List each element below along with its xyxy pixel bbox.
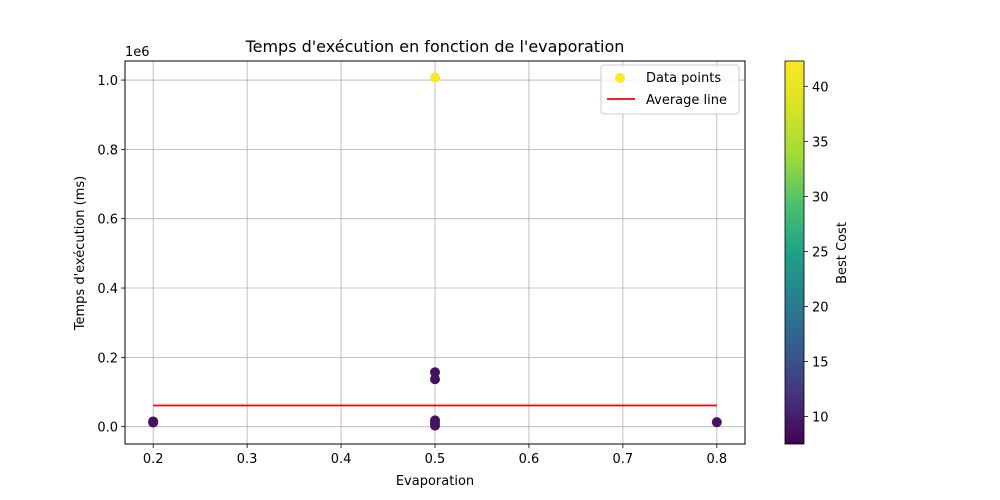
colorbar-tick-label: 10 — [812, 410, 829, 425]
x-tick-label: 0.3 — [237, 452, 258, 467]
x-tick-label: 0.5 — [425, 452, 446, 467]
chart-title: Temps d'exécution en fonction de l'evapo… — [245, 37, 625, 56]
legend: Data points Average line — [600, 64, 740, 115]
data-point — [148, 417, 159, 428]
colorbar-tick-label: 30 — [812, 190, 829, 205]
colorbar-ticks: 10 15 20 25 30 35 40 — [804, 80, 829, 425]
y-tick-label: 0.6 — [97, 213, 118, 228]
data-point — [430, 72, 440, 83]
colorbar-tick-label: 25 — [812, 245, 829, 260]
colorbar-tick-label: 15 — [812, 355, 829, 370]
points-layer — [148, 72, 722, 431]
y-ticks: 0.0 0.2 0.4 0.6 0.8 1.0 — [97, 74, 125, 436]
y-tick-label: 0.2 — [97, 351, 118, 366]
legend-label-data-points: Data points — [646, 71, 721, 86]
y-tick-label: 0.8 — [97, 143, 118, 158]
colorbar-tick-label: 40 — [812, 80, 829, 95]
legend-box — [600, 64, 740, 115]
colorbar-label: Best Cost — [835, 222, 850, 284]
y-offset-label: 1e6 — [125, 45, 150, 60]
grid — [125, 61, 745, 444]
x-tick-label: 0.2 — [143, 452, 164, 467]
y-axis-label: Temps d'exécution (ms) — [73, 176, 88, 331]
x-tick-label: 0.7 — [613, 452, 634, 467]
legend-marker — [615, 73, 625, 83]
x-ticks: 0.2 0.3 0.4 0.5 0.6 0.7 0.8 — [143, 444, 727, 467]
data-point — [430, 367, 440, 378]
x-tick-label: 0.6 — [519, 452, 540, 467]
colorbar — [784, 60, 805, 445]
legend-label-average-line: Average line — [646, 93, 727, 108]
y-tick-label: 0.0 — [97, 421, 118, 436]
data-point — [711, 417, 722, 428]
x-tick-label: 0.8 — [706, 452, 727, 467]
y-tick-label: 1.0 — [97, 74, 118, 89]
x-tick-label: 0.4 — [331, 452, 352, 467]
y-tick-label: 0.4 — [97, 282, 118, 297]
colorbar-tick-label: 35 — [812, 135, 829, 150]
data-point — [430, 374, 440, 385]
data-point — [430, 420, 440, 431]
x-axis-label: Evaporation — [396, 474, 474, 489]
colorbar-tick-label: 20 — [812, 300, 829, 315]
